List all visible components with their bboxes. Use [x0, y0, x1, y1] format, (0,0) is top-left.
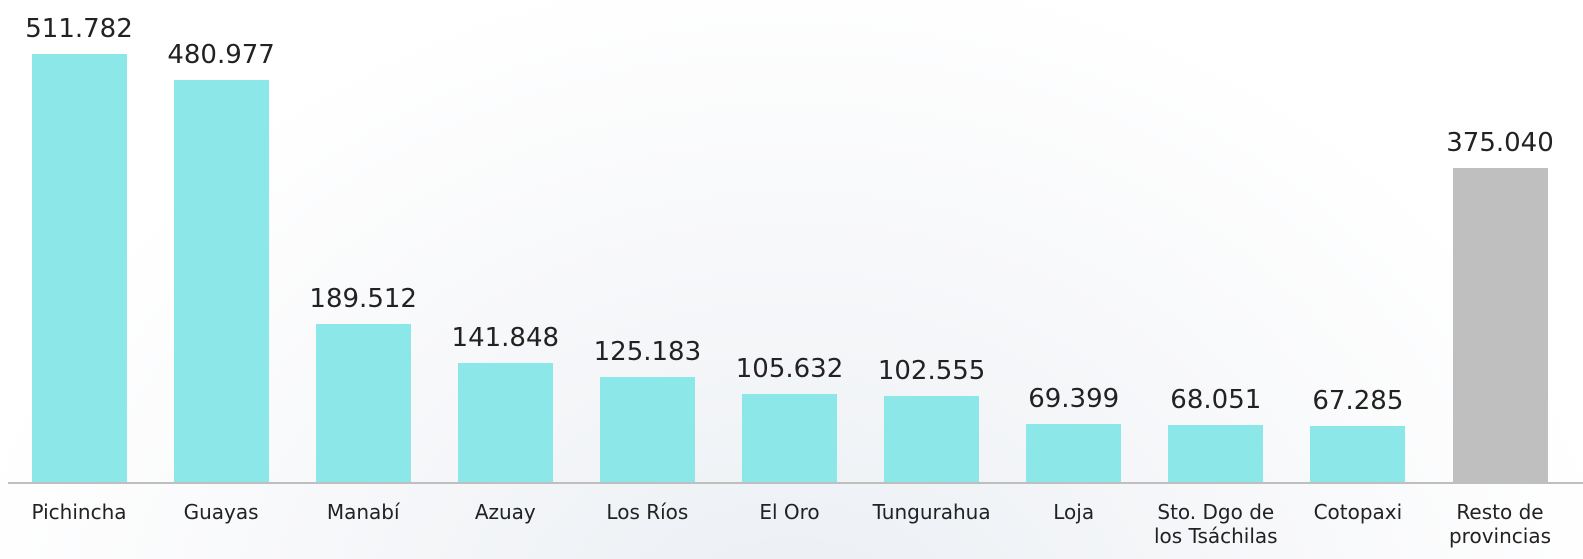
category-label: Resto de provincias: [1448, 500, 1551, 548]
category-label: Azuay: [474, 500, 536, 524]
category-label: Pichincha: [31, 500, 127, 524]
category-label: El Oro: [759, 500, 820, 524]
bar: [742, 393, 837, 482]
value-label: 189.512: [309, 283, 417, 314]
bar: [173, 79, 269, 482]
bar: [1026, 423, 1122, 482]
category-label: Cotopaxi: [1313, 500, 1403, 524]
value-label: 67.285: [1312, 385, 1404, 416]
category-label: Manabí: [326, 500, 400, 524]
category-label: Los Ríos: [606, 500, 689, 524]
bar: [884, 396, 980, 482]
category-label: Loja: [1053, 500, 1095, 524]
category-label: Sto. Dgo de los Tsáchilas: [1153, 500, 1278, 548]
value-label: 511.782: [25, 14, 133, 44]
value-label: 102.555: [877, 356, 986, 387]
value-label: 375.040: [1446, 128, 1554, 159]
category-label: Guayas: [183, 500, 259, 524]
bar: [1452, 168, 1548, 482]
bar: [1310, 425, 1406, 482]
value-label: 480.977: [167, 39, 275, 70]
x-axis-line: [8, 482, 1583, 484]
value-label: 69.399: [1028, 383, 1120, 414]
value-label: 125.183: [593, 337, 702, 368]
category-label: Tungurahua: [872, 500, 991, 524]
bar: [457, 363, 553, 482]
value-label: 105.632: [735, 353, 844, 384]
value-label: 68.051: [1170, 385, 1262, 416]
bar: [1168, 425, 1264, 482]
bar: [599, 377, 695, 482]
bar: [315, 323, 411, 482]
bar: [31, 54, 127, 482]
value-label: 141.848: [451, 323, 560, 354]
